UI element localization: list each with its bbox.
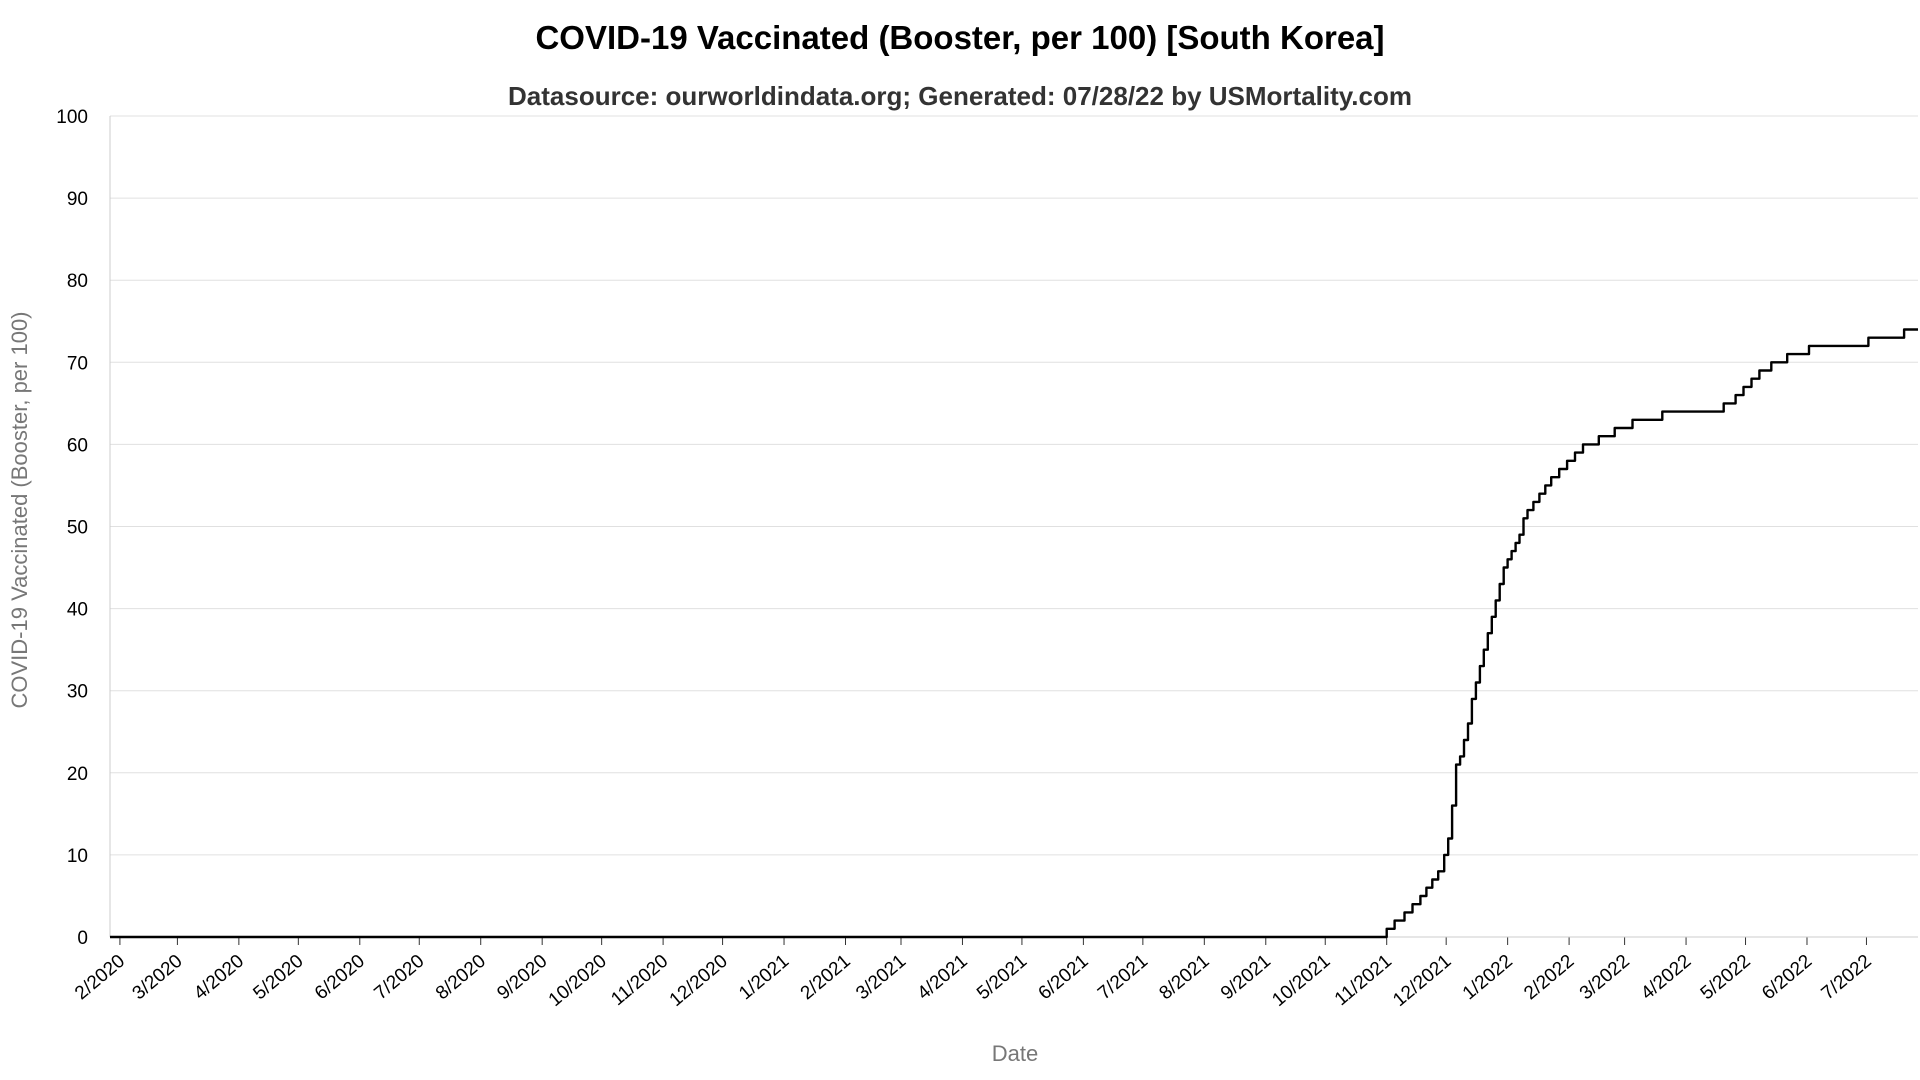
y-tick-label: 100: [56, 107, 88, 128]
x-tick-label: 6/2020: [311, 951, 369, 1004]
x-tick-label: 5/2021: [973, 951, 1031, 1004]
x-tick-label: 9/2020: [493, 951, 551, 1004]
x-tick-label: 5/2022: [1697, 951, 1755, 1004]
x-tick-label: 9/2021: [1217, 951, 1275, 1004]
chart-title: COVID-19 Vaccinated (Booster, per 100) […: [535, 19, 1384, 56]
x-axis-tick-labels: 2/2020 3/2020 4/2020 5/2020 6/2020 7/2020 8/20…: [71, 937, 1876, 1011]
y-tick-label: 90: [67, 189, 88, 210]
x-tick-label: 6/2022: [1758, 951, 1816, 1004]
x-tick-label: 4/2022: [1637, 951, 1695, 1004]
y-tick-label: 0: [77, 928, 88, 949]
x-tick-label: 6/2021: [1035, 951, 1093, 1004]
x-tick-label: 8/2021: [1156, 951, 1214, 1004]
x-tick-label: 4/2021: [914, 951, 972, 1004]
x-tick-label: 7/2020: [370, 951, 428, 1004]
y-tick-label: 40: [67, 600, 88, 621]
y-tick-label: 30: [67, 682, 88, 703]
x-tick-label: 2/2020: [71, 951, 129, 1004]
series-line-booster: [110, 328, 1918, 939]
chart-subtitle: Datasource: ourworldindata.org; Generate…: [508, 81, 1412, 111]
x-tick-label: 11/2020: [607, 951, 672, 1010]
x-tick-label: 2/2022: [1520, 951, 1578, 1004]
y-axis-tick-labels: 0 10 20 30 40 50 60 70 80 90 100: [56, 107, 88, 949]
x-tick-label: 3/2021: [852, 951, 910, 1004]
x-tick-label: 7/2022: [1818, 951, 1876, 1004]
x-tick-label: 8/2020: [432, 951, 490, 1004]
x-tick-label: 1/2021: [735, 951, 793, 1004]
y-tick-label: 80: [67, 271, 88, 292]
x-tick-label: 3/2022: [1576, 951, 1634, 1004]
x-tick-label: 4/2020: [190, 951, 248, 1004]
x-tick-label: 12/2020: [666, 951, 732, 1011]
x-tick-label: 1/2022: [1459, 951, 1517, 1004]
y-tick-label: 10: [67, 846, 88, 867]
y-tick-label: 50: [67, 518, 88, 539]
y-tick-label: 60: [67, 435, 88, 456]
grid-lines: [110, 115, 1918, 856]
y-tick-label: 70: [67, 353, 88, 374]
x-tick-label: 7/2021: [1094, 951, 1152, 1004]
x-tick-label: 10/2020: [545, 951, 611, 1011]
y-axis-title: COVID-19 Vaccinated (Booster, per 100): [7, 311, 32, 708]
x-tick-label: 11/2021: [1331, 951, 1396, 1010]
x-tick-label: 10/2021: [1268, 951, 1334, 1011]
x-axis-title: Date: [992, 1041, 1038, 1066]
x-tick-label: 3/2020: [129, 951, 187, 1004]
y-tick-label: 20: [67, 764, 88, 785]
x-tick-label: 5/2020: [250, 951, 308, 1004]
x-tick-label: 2/2021: [797, 951, 855, 1004]
x-tick-label: 12/2021: [1389, 951, 1455, 1011]
